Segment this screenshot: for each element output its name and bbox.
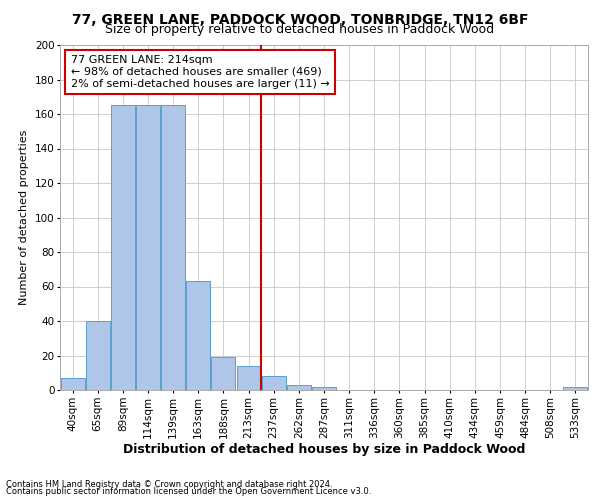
Bar bbox=[287, 385, 311, 390]
Bar bbox=[61, 378, 85, 390]
Bar bbox=[262, 376, 286, 390]
Text: 77 GREEN LANE: 214sqm
← 98% of detached houses are smaller (469)
2% of semi-deta: 77 GREEN LANE: 214sqm ← 98% of detached … bbox=[71, 56, 329, 88]
Text: Size of property relative to detached houses in Paddock Wood: Size of property relative to detached ho… bbox=[106, 22, 494, 36]
Bar bbox=[236, 366, 260, 390]
Bar bbox=[161, 106, 185, 390]
Text: 77, GREEN LANE, PADDOCK WOOD, TONBRIDGE, TN12 6BF: 77, GREEN LANE, PADDOCK WOOD, TONBRIDGE,… bbox=[72, 12, 528, 26]
Y-axis label: Number of detached properties: Number of detached properties bbox=[19, 130, 29, 305]
Bar bbox=[563, 386, 587, 390]
Bar bbox=[136, 106, 160, 390]
Text: Contains public sector information licensed under the Open Government Licence v3: Contains public sector information licen… bbox=[6, 487, 371, 496]
X-axis label: Distribution of detached houses by size in Paddock Wood: Distribution of detached houses by size … bbox=[123, 443, 525, 456]
Bar bbox=[211, 357, 235, 390]
Text: Contains HM Land Registry data © Crown copyright and database right 2024.: Contains HM Land Registry data © Crown c… bbox=[6, 480, 332, 489]
Bar bbox=[187, 282, 210, 390]
Bar bbox=[111, 106, 135, 390]
Bar bbox=[312, 386, 336, 390]
Bar bbox=[86, 321, 110, 390]
